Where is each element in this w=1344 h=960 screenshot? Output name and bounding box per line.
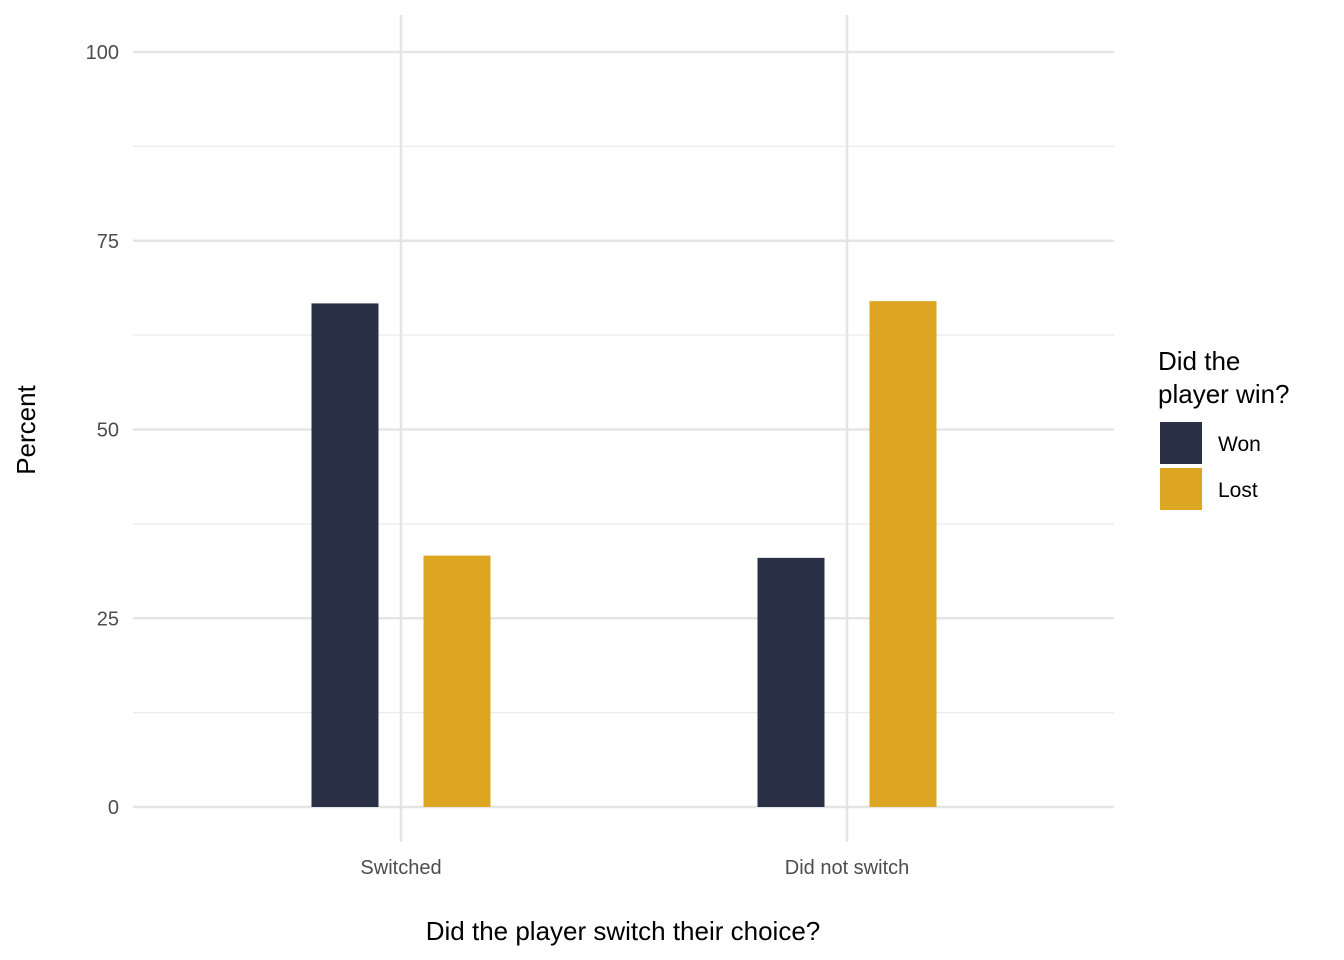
legend-title-line-2: player win? <box>1158 379 1290 409</box>
bar-won-did-not-switch <box>757 557 825 807</box>
major-gridlines <box>133 15 1114 842</box>
legend-swatch-lost <box>1160 468 1202 510</box>
x-tick-label: Switched <box>360 857 441 879</box>
legend-swatch-won <box>1160 422 1202 464</box>
y-tick-label: 50 <box>97 420 119 442</box>
minor-gridlines <box>133 145 1114 714</box>
bar-lost-switched <box>423 555 491 807</box>
y-tick-label: 100 <box>86 42 119 64</box>
bar-won-switched <box>311 303 379 807</box>
legend-label-won: Won <box>1218 433 1261 456</box>
x-axis-title: Did the player switch their choice? <box>426 916 821 946</box>
y-tick-label: 0 <box>108 797 119 819</box>
bars <box>311 301 937 807</box>
legend: Did the player win? Won Lost <box>1158 346 1290 510</box>
y-tick-label: 25 <box>97 608 119 630</box>
bar-lost-did-not-switch <box>869 301 937 807</box>
y-tick-labels: 0 25 50 75 100 <box>86 42 119 819</box>
y-axis-title: Percent <box>11 384 41 474</box>
x-tick-labels: Switched Did not switch <box>360 857 909 879</box>
legend-title-line-1: Did the <box>1158 346 1240 376</box>
x-tick-label: Did not switch <box>785 857 910 879</box>
legend-label-lost: Lost <box>1218 479 1258 502</box>
y-tick-label: 75 <box>97 231 119 253</box>
